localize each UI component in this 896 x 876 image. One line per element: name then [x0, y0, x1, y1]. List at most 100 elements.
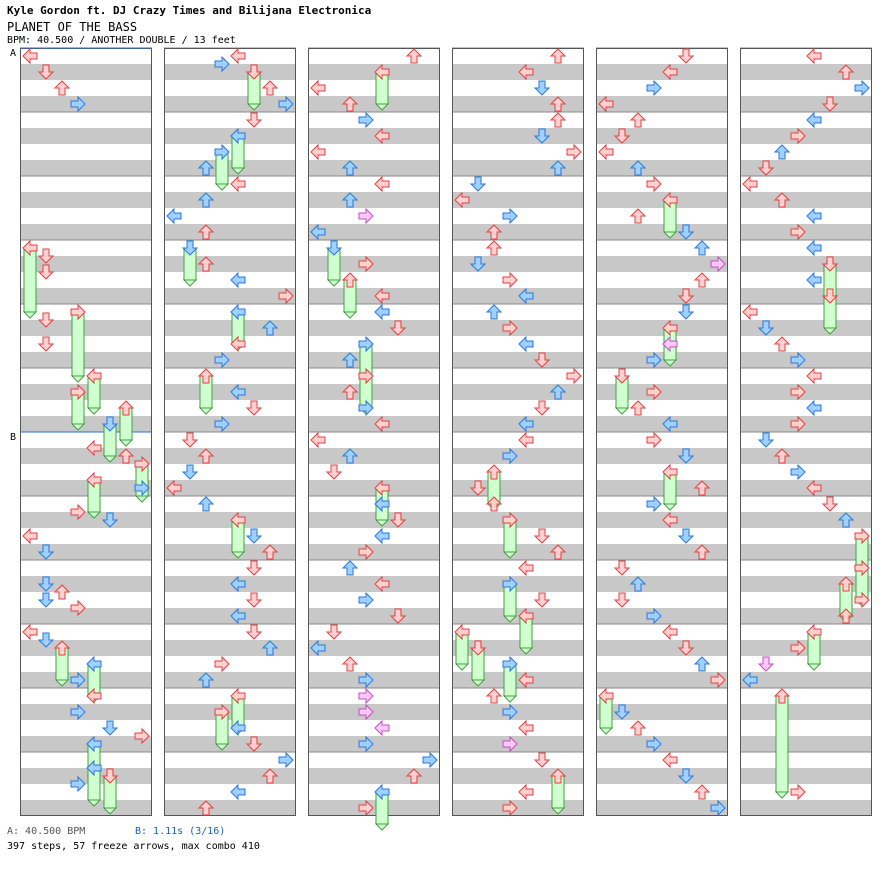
- beat-stripe: [164, 640, 296, 656]
- step-arrow: [197, 496, 215, 512]
- freeze-arrow-tail: [134, 495, 150, 503]
- step-arrow: [230, 687, 246, 705]
- step-arrow: [70, 95, 86, 113]
- beat-stripe: [20, 640, 152, 656]
- step-arrow: [117, 448, 135, 464]
- step-arrow: [70, 383, 86, 401]
- beat-stripe: [164, 768, 296, 784]
- step-arrow: [358, 799, 374, 817]
- step-arrow: [454, 623, 470, 641]
- step-arrow: [341, 192, 359, 208]
- step-arrow: [837, 576, 855, 592]
- step-arrow: [613, 704, 631, 720]
- step-arrow: [261, 768, 279, 784]
- step-arrow: [53, 584, 71, 600]
- step-arrow: [662, 335, 678, 353]
- step-arrow: [693, 240, 711, 256]
- step-arrow: [374, 495, 390, 513]
- beat-stripe: [596, 128, 728, 144]
- beat-stripe: [740, 736, 872, 752]
- step-arrow: [485, 304, 503, 320]
- step-arrow: [86, 735, 102, 753]
- beat-stripe: [596, 800, 728, 816]
- beat-stripe: [20, 736, 152, 752]
- step-arrow: [502, 447, 518, 465]
- step-arrow: [629, 208, 647, 224]
- step-arrow: [757, 320, 775, 336]
- step-arrow: [310, 431, 326, 449]
- beat-stripe: [308, 320, 440, 336]
- step-arrow: [806, 207, 822, 225]
- step-arrow: [325, 464, 343, 480]
- step-arrow: [422, 751, 438, 769]
- step-arrow: [598, 687, 614, 705]
- beat-stripe: [452, 416, 584, 432]
- step-arrow: [469, 640, 487, 656]
- step-arrow: [358, 591, 374, 609]
- step-arrow: [566, 143, 582, 161]
- step-arrow: [677, 48, 695, 64]
- step-arrow: [278, 287, 294, 305]
- step-arrow: [502, 319, 518, 337]
- step-arrow: [757, 656, 775, 672]
- freeze-arrow-tail: [614, 407, 630, 415]
- freeze-arrow-tail: [374, 519, 390, 527]
- step-arrow: [341, 160, 359, 176]
- step-arrow: [469, 256, 487, 272]
- section-marker-label: B: [10, 432, 16, 443]
- beat-stripe: [452, 800, 584, 816]
- beat-stripe: [164, 480, 296, 496]
- step-arrow: [101, 416, 119, 432]
- step-arrow: [790, 783, 806, 801]
- step-arrow: [245, 560, 263, 576]
- step-arrow: [37, 336, 55, 352]
- beat-stripe: [164, 384, 296, 400]
- step-arrow: [662, 415, 678, 433]
- step-arrow: [197, 256, 215, 272]
- beat-stripe: [164, 256, 296, 272]
- step-arrow: [214, 703, 230, 721]
- beat-stripe: [20, 512, 152, 528]
- beat-stripe: [164, 224, 296, 240]
- beat-stripe: [452, 160, 584, 176]
- step-arrow: [37, 248, 55, 264]
- beat-stripe: [20, 704, 152, 720]
- step-arrow: [854, 79, 870, 97]
- freeze-arrow-tail: [22, 311, 38, 319]
- step-arrow: [230, 511, 246, 529]
- step-arrow: [261, 544, 279, 560]
- step-arrow: [806, 271, 822, 289]
- step-arrow: [806, 367, 822, 385]
- beat-stripe: [452, 288, 584, 304]
- step-arrow: [773, 448, 791, 464]
- beat-stripe: [596, 96, 728, 112]
- beat-stripe: [164, 544, 296, 560]
- beat-stripe: [20, 576, 152, 592]
- freeze-arrow-tail: [326, 279, 342, 287]
- step-arrow: [710, 255, 726, 273]
- freeze-arrow-tail: [806, 663, 822, 671]
- beat-stripe: [452, 96, 584, 112]
- beat-stripe: [596, 608, 728, 624]
- step-arrow: [773, 336, 791, 352]
- step-arrow: [86, 439, 102, 457]
- step-arrow: [549, 112, 567, 128]
- step-arrow: [662, 63, 678, 81]
- step-arrow: [518, 63, 534, 81]
- freeze-arrow-tail: [70, 375, 86, 383]
- step-arrow: [70, 599, 86, 617]
- step-arrow: [70, 775, 86, 793]
- step-arrow: [629, 400, 647, 416]
- step-arrow: [773, 192, 791, 208]
- step-arrow: [742, 175, 758, 193]
- bpm-b-label: B: 1.11s (3/16): [135, 826, 226, 837]
- step-arrow: [549, 768, 567, 784]
- beat-stripe: [164, 320, 296, 336]
- freeze-arrow-tail: [54, 679, 70, 687]
- beat-stripe: [164, 128, 296, 144]
- step-arrow: [358, 735, 374, 753]
- freeze-arrow-tail: [822, 327, 838, 335]
- freeze-arrow-tail: [662, 231, 678, 239]
- beat-stripe: [20, 320, 152, 336]
- step-arrow: [181, 464, 199, 480]
